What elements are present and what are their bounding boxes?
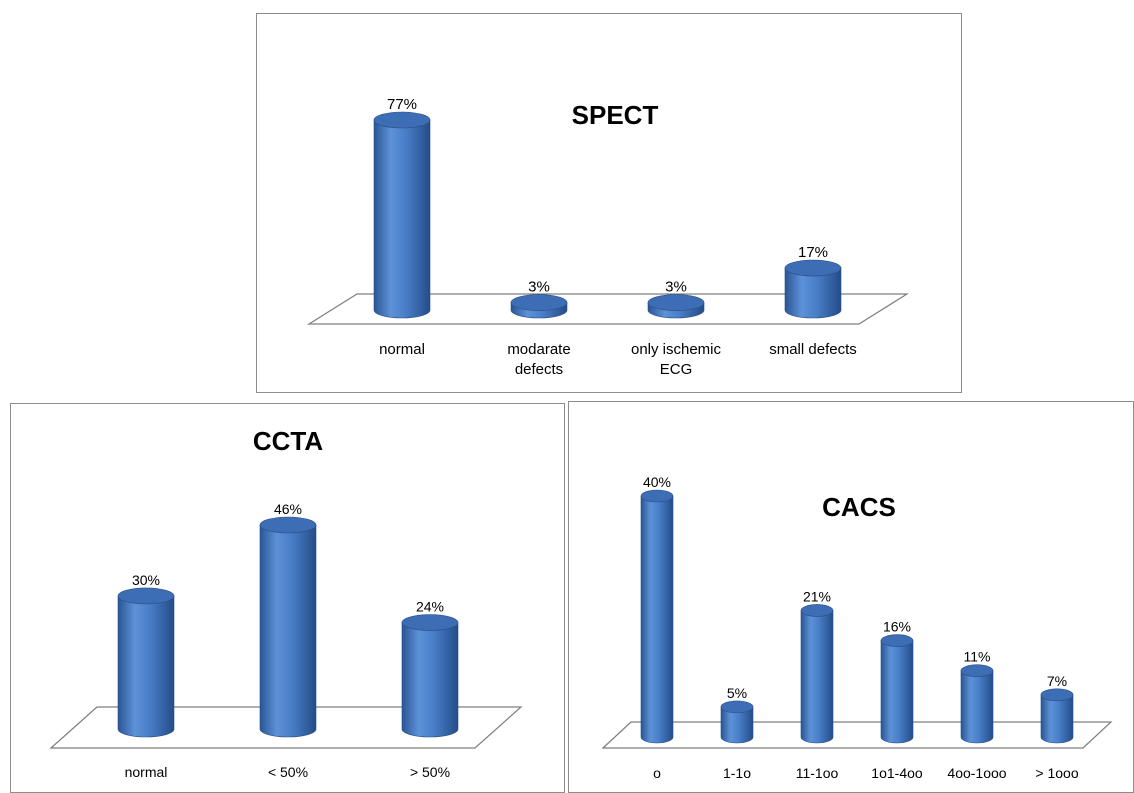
ccta-bar-body — [259, 524, 317, 738]
cacs-category-label: 1-1o — [723, 765, 751, 781]
ccta-category-label: > 50% — [410, 764, 450, 780]
cacs-value-label: 40% — [643, 474, 671, 490]
cacs-category-label: > 1ooo — [1035, 765, 1078, 781]
spect-chart-title: SPECT — [572, 100, 659, 130]
cacs-bar-body — [960, 670, 994, 744]
cacs-bar-top — [640, 489, 674, 503]
ccta-bar-top — [401, 614, 459, 631]
spect-chart-panel: SPECT 77% normal 3% modarate defects 3% only is… — [256, 13, 962, 393]
cacs-bar-top — [880, 634, 914, 647]
spect-category-label: small defects — [769, 341, 857, 358]
cacs-value-label: 7% — [1047, 673, 1067, 689]
cacs-bar-body — [640, 495, 674, 744]
ccta-chart: CCTA 30% normal 46% < 50% 24% > 50% — [49, 426, 523, 780]
cacs-bar-3 — [880, 634, 914, 744]
ccta-bar-top — [259, 516, 317, 534]
ccta-value-label: 24% — [416, 599, 444, 615]
spect-bar-1 — [510, 294, 568, 319]
ccta-bar-top — [117, 587, 175, 605]
cacs-bar-5 — [1040, 688, 1074, 744]
cacs-value-label: 21% — [803, 588, 831, 604]
spect-value-label: 3% — [665, 279, 687, 296]
cacs-chart: CACS 40% o 5% 1-1o 21% 11-1oo 16% 1o1-4oo 11% 4oo-… — [601, 474, 1113, 781]
cacs-bar-top — [960, 664, 994, 678]
cacs-bar-body — [720, 706, 754, 744]
ccta-category-label: normal — [125, 764, 168, 780]
cacs-value-label: 5% — [727, 685, 747, 701]
spect-chart: SPECT 77% normal 3% modarate defects 3% only is… — [306, 96, 910, 378]
spect-value-label: 77% — [387, 96, 417, 113]
cacs-value-label: 11% — [964, 649, 991, 665]
spect-bar-body — [784, 267, 842, 319]
cacs-bar-1 — [720, 700, 754, 744]
ccta-bar-body — [117, 595, 175, 738]
cacs-category-label: 11-1oo — [796, 765, 839, 781]
cacs-bar-top — [1040, 688, 1074, 702]
spect-bar-top — [510, 294, 568, 311]
cacs-bar-0 — [640, 489, 674, 744]
spect-category-label: normal — [379, 341, 425, 358]
cacs-category-label: 4oo-1ooo — [947, 765, 1006, 781]
cacs-category-label: 1o1-4oo — [871, 765, 923, 781]
spect-floor-plane — [306, 293, 910, 325]
spect-bar-3 — [784, 259, 842, 319]
ccta-bar-0 — [117, 587, 175, 738]
cacs-category-label: o — [653, 765, 661, 781]
cacs-bar-body — [800, 610, 834, 744]
spect-bar-0 — [373, 111, 431, 319]
cacs-chart-title: CACS — [822, 492, 896, 522]
cacs-bar-top — [720, 700, 754, 714]
ccta-value-label: 30% — [132, 572, 160, 588]
cacs-bar-top — [800, 604, 834, 617]
spect-value-label: 3% — [528, 279, 550, 296]
cacs-bar-body — [1040, 694, 1074, 744]
spect-bar-top — [373, 111, 431, 129]
cacs-bar-4 — [960, 664, 994, 744]
spect-category-label: only ischemic ECG — [631, 341, 722, 378]
ccta-value-label: 46% — [274, 501, 302, 517]
spect-bar-top — [784, 259, 842, 277]
spect-category-label: modarate defects — [507, 341, 570, 378]
ccta-chart-panel: CCTA 30% normal 46% < 50% 24% > 50% — [10, 403, 565, 793]
ccta-bar-2 — [401, 614, 459, 738]
ccta-bar-body — [401, 622, 459, 738]
spect-value-label: 17% — [798, 244, 828, 261]
ccta-chart-title: CCTA — [253, 426, 324, 456]
cacs-value-label: 16% — [883, 619, 911, 635]
spect-bar-top — [647, 294, 705, 311]
cacs-bar-2 — [800, 604, 834, 744]
cacs-floor-plane — [601, 721, 1113, 749]
ccta-bar-1 — [259, 516, 317, 738]
spect-bar-body — [373, 119, 431, 319]
spect-bar-2 — [647, 294, 705, 319]
cacs-bar-body — [880, 640, 914, 744]
cacs-chart-panel: CACS 40% o 5% 1-1o 21% 11-1oo 16% 1o1-4oo 11% 4oo-… — [568, 401, 1134, 793]
ccta-category-label: < 50% — [268, 764, 308, 780]
